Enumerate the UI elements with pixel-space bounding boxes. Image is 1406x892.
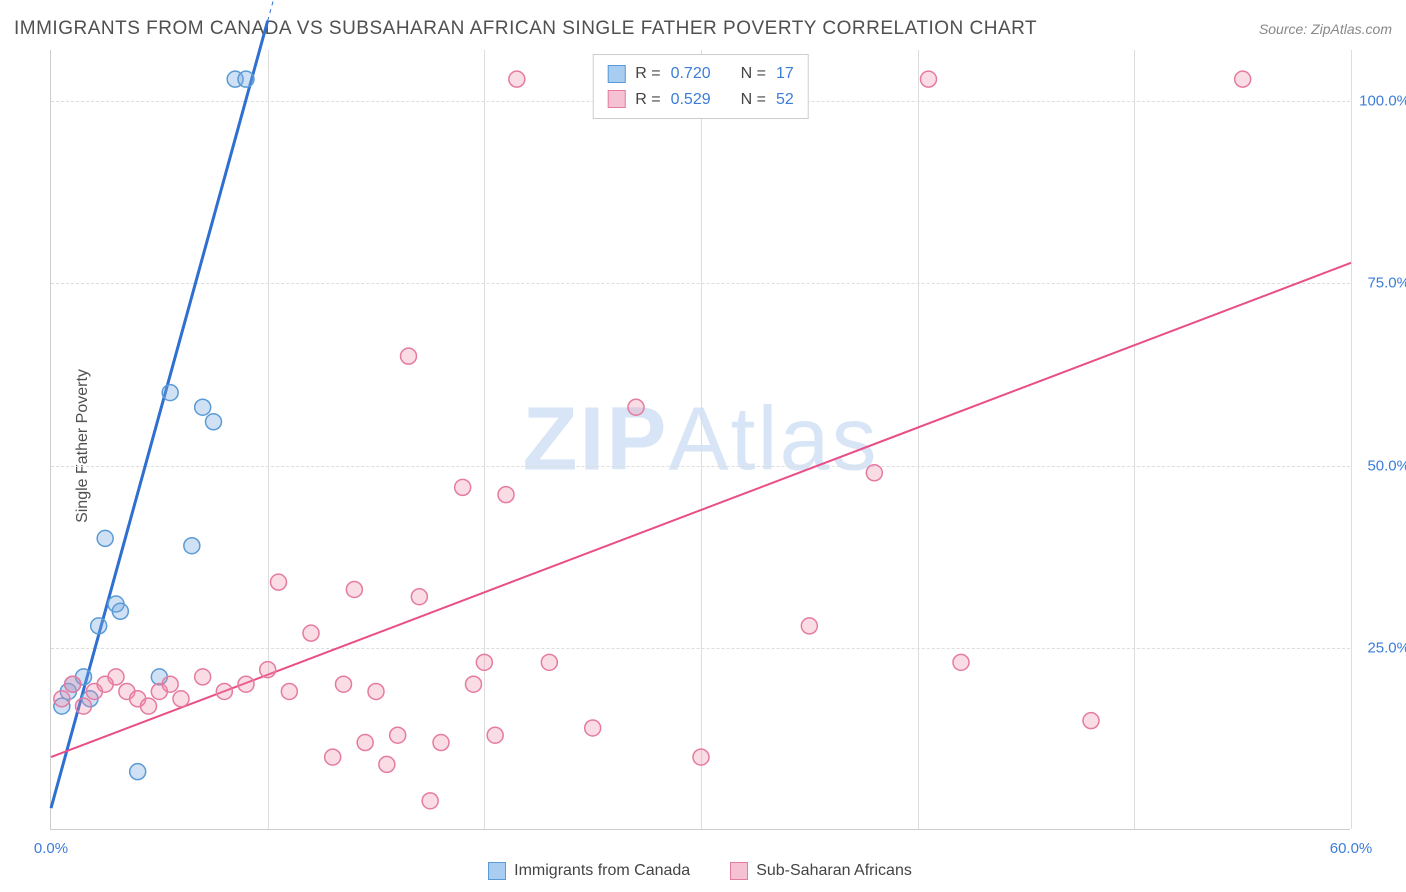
x-tick-label: 60.0% bbox=[1330, 840, 1373, 857]
legend-top-row: R = 0.720 N = 17 bbox=[607, 61, 794, 87]
data-point bbox=[357, 735, 373, 751]
data-point bbox=[184, 538, 200, 554]
data-point bbox=[509, 71, 525, 87]
chart-title: IMMIGRANTS FROM CANADA VS SUBSAHARAN AFR… bbox=[14, 18, 1037, 40]
data-point bbox=[466, 676, 482, 692]
data-point bbox=[368, 683, 384, 699]
data-point bbox=[1083, 713, 1099, 729]
data-point bbox=[346, 581, 362, 597]
data-point bbox=[141, 698, 157, 714]
data-point bbox=[693, 749, 709, 765]
data-point bbox=[271, 574, 287, 590]
data-point bbox=[162, 385, 178, 401]
data-point bbox=[921, 71, 937, 87]
legend-swatch bbox=[730, 862, 748, 880]
data-point bbox=[91, 618, 107, 634]
legend-n-value: 17 bbox=[776, 61, 794, 87]
data-point bbox=[162, 676, 178, 692]
data-point bbox=[281, 683, 297, 699]
legend-series-name: Sub-Saharan Africans bbox=[756, 862, 912, 880]
legend-swatch bbox=[488, 862, 506, 880]
data-point bbox=[303, 625, 319, 641]
data-point bbox=[54, 691, 70, 707]
legend-n-value: 52 bbox=[776, 87, 794, 113]
data-point bbox=[801, 618, 817, 634]
legend-series-name: Immigrants from Canada bbox=[514, 862, 690, 880]
plot-svg bbox=[51, 50, 1350, 829]
legend-r-label: R = bbox=[635, 87, 660, 113]
legend-top-row: R = 0.529 N = 52 bbox=[607, 87, 794, 113]
y-tick-label: 25.0% bbox=[1355, 639, 1406, 656]
y-tick-label: 50.0% bbox=[1355, 457, 1406, 474]
data-point bbox=[1235, 71, 1251, 87]
data-point bbox=[422, 793, 438, 809]
data-point bbox=[628, 399, 644, 415]
data-point bbox=[108, 669, 124, 685]
data-point bbox=[112, 603, 128, 619]
data-point bbox=[97, 530, 113, 546]
data-point bbox=[336, 676, 352, 692]
data-point bbox=[498, 487, 514, 503]
legend-top: R = 0.720 N = 17 R = 0.529 N = 52 bbox=[592, 54, 809, 119]
data-point bbox=[541, 654, 557, 670]
data-point bbox=[130, 764, 146, 780]
legend-r-label: R = bbox=[635, 61, 660, 87]
data-point bbox=[325, 749, 341, 765]
gridline-v bbox=[1351, 50, 1352, 829]
y-tick-label: 100.0% bbox=[1355, 93, 1406, 110]
data-point bbox=[260, 662, 276, 678]
data-point bbox=[379, 756, 395, 772]
data-point bbox=[195, 399, 211, 415]
data-point bbox=[585, 720, 601, 736]
data-point bbox=[65, 676, 81, 692]
data-point bbox=[173, 691, 189, 707]
data-point bbox=[390, 727, 406, 743]
data-point bbox=[953, 654, 969, 670]
legend-swatch bbox=[607, 90, 625, 108]
data-point bbox=[195, 669, 211, 685]
data-point bbox=[455, 479, 471, 495]
source-label: Source: ZipAtlas.com bbox=[1259, 21, 1392, 37]
data-point bbox=[411, 589, 427, 605]
plot-area: ZIPAtlas R =0.720N =17R =0.529N =52 25.0… bbox=[50, 50, 1350, 830]
data-point bbox=[401, 348, 417, 364]
legend-bottom: Immigrants from Canada Sub-Saharan Africa… bbox=[50, 862, 1350, 880]
data-point bbox=[476, 654, 492, 670]
data-point bbox=[216, 683, 232, 699]
y-tick-label: 75.0% bbox=[1355, 275, 1406, 292]
data-point bbox=[433, 735, 449, 751]
data-point bbox=[238, 676, 254, 692]
legend-r-value: 0.529 bbox=[671, 87, 711, 113]
data-point bbox=[76, 698, 92, 714]
data-point bbox=[866, 465, 882, 481]
legend-bottom-item: Immigrants from Canada bbox=[488, 862, 690, 880]
x-tick-label: 0.0% bbox=[34, 840, 68, 857]
data-point bbox=[206, 414, 222, 430]
legend-n-label: N = bbox=[741, 87, 766, 113]
legend-swatch bbox=[607, 65, 625, 83]
legend-r-value: 0.720 bbox=[671, 61, 711, 87]
data-point bbox=[238, 71, 254, 87]
legend-bottom-item: Sub-Saharan Africans bbox=[730, 862, 912, 880]
legend-n-label: N = bbox=[741, 61, 766, 87]
data-point bbox=[487, 727, 503, 743]
